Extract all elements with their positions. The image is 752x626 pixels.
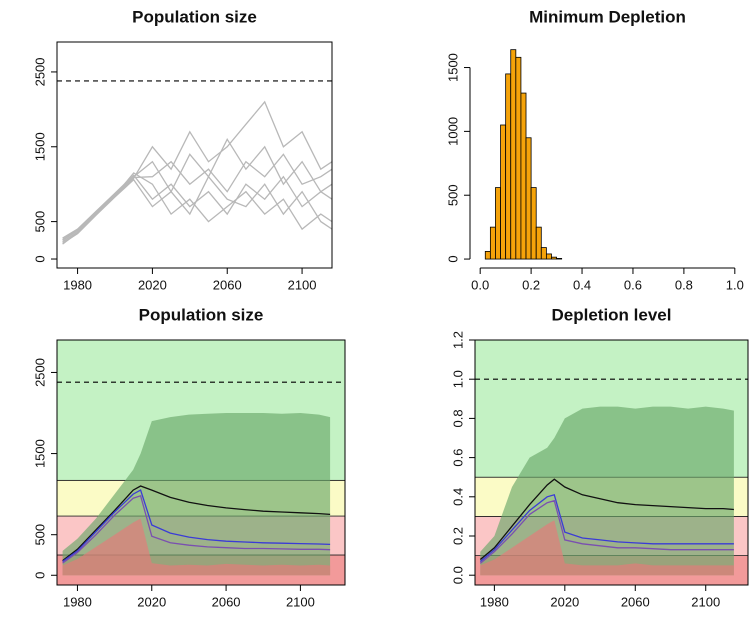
x-tick-label: 0.8 xyxy=(675,277,693,292)
line xyxy=(62,494,331,564)
y-tick-label: 500 xyxy=(32,524,47,546)
bar xyxy=(525,137,532,260)
x-tick-label: 1980 xyxy=(63,277,92,292)
chart-title: Population size xyxy=(139,305,264,324)
bar xyxy=(510,49,517,260)
bar xyxy=(556,258,563,260)
y-tick-label: 0 xyxy=(32,572,47,579)
chart-title: Minimum Depletion xyxy=(529,7,686,26)
line xyxy=(479,499,734,564)
bar xyxy=(530,187,537,260)
line xyxy=(62,489,331,563)
line xyxy=(62,172,332,243)
x-tick-label: 0.2 xyxy=(522,277,540,292)
y-tick-label: 0.4 xyxy=(450,488,465,506)
y-tick-label: 1500 xyxy=(32,439,47,468)
bar xyxy=(551,256,557,260)
y-tick-label: 1.2 xyxy=(450,331,465,349)
plot-area xyxy=(57,340,345,585)
y-tick-label: 2500 xyxy=(32,57,47,86)
bar xyxy=(500,124,507,260)
area xyxy=(480,520,734,576)
y-tick-label: 1500 xyxy=(32,132,47,161)
x-tick-label: 2060 xyxy=(213,277,242,292)
y-tick-label: 0.8 xyxy=(450,409,465,427)
y-tick-label: 1500 xyxy=(445,53,460,82)
bar xyxy=(484,251,491,260)
plot-area xyxy=(484,49,563,260)
x-tick-label: 2100 xyxy=(288,277,317,292)
chart-title: Depletion level xyxy=(552,305,672,324)
plot-frame xyxy=(56,339,346,586)
line xyxy=(62,100,332,245)
x-tick-label: 0.0 xyxy=(471,277,489,292)
bar xyxy=(505,73,512,260)
area xyxy=(62,518,331,576)
bar xyxy=(515,56,522,260)
x-tick-label: 2060 xyxy=(621,594,650,609)
x-tick-label: 0.6 xyxy=(624,277,642,292)
x-tick-label: 2060 xyxy=(212,594,241,609)
x-tick-label: 2100 xyxy=(691,594,720,609)
x-tick-label: 0.4 xyxy=(573,277,591,292)
line xyxy=(479,493,734,562)
x-tick-label: 2020 xyxy=(550,594,579,609)
line xyxy=(62,153,332,241)
x-tick-label: 2020 xyxy=(138,277,167,292)
bar xyxy=(535,226,542,260)
plot-frame xyxy=(474,339,749,586)
bar xyxy=(520,92,527,260)
bar xyxy=(540,247,547,260)
y-tick-label: 500 xyxy=(32,211,47,233)
plot-area xyxy=(57,80,332,245)
bar xyxy=(495,187,501,260)
y-tick-label: 0 xyxy=(32,255,47,262)
y-tick-label: 500 xyxy=(445,184,460,206)
x-tick-label: 1980 xyxy=(63,594,92,609)
y-tick-label: 1.0 xyxy=(450,370,465,388)
line xyxy=(62,485,331,562)
line xyxy=(479,478,734,561)
y-tick-label: 1000 xyxy=(445,117,460,146)
y-tick-label: 0 xyxy=(445,255,460,262)
plot-area xyxy=(475,340,748,585)
y-tick-label: 0.2 xyxy=(450,527,465,545)
x-tick-label: 2100 xyxy=(286,594,315,609)
y-tick-label: 2500 xyxy=(32,358,47,387)
line xyxy=(62,175,332,244)
x-tick-label: 1.0 xyxy=(726,277,744,292)
chart-title: Population size xyxy=(132,7,257,26)
y-tick-label: 0.6 xyxy=(450,449,465,467)
bar xyxy=(545,253,552,260)
bar xyxy=(489,226,496,260)
plot-frame xyxy=(56,41,333,269)
x-tick-label: 2020 xyxy=(137,594,166,609)
x-tick-label: 1980 xyxy=(480,594,509,609)
y-tick-label: 0.0 xyxy=(450,566,465,584)
